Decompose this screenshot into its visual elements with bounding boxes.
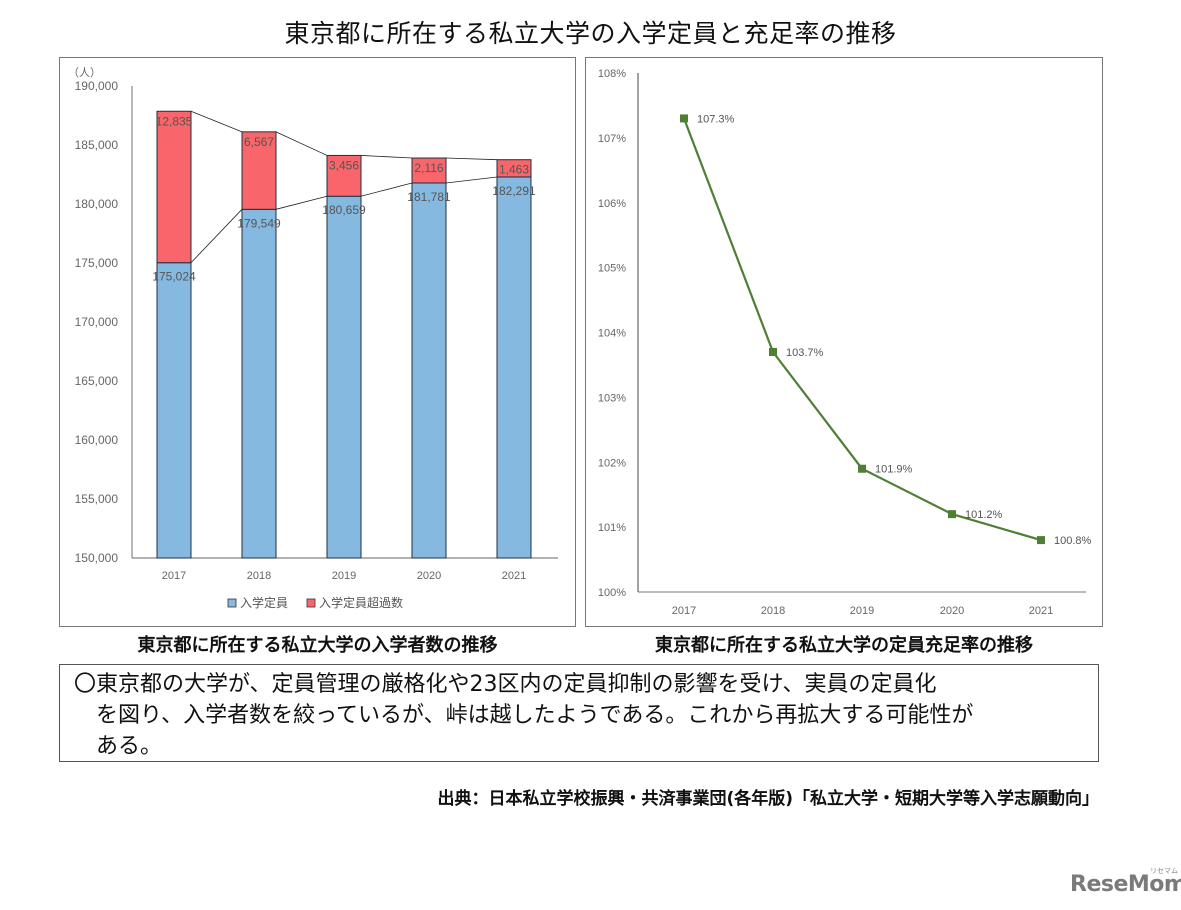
x-tick-label: 2020 <box>940 605 964 617</box>
x-tick-label: 2018 <box>247 570 271 582</box>
data-point-label: 103.7% <box>786 347 824 359</box>
fill-rate-line-chart: 100% 101% 102% 103% 104% 105% 106% 107% 108% 107.… <box>598 68 1092 617</box>
y-tick-label: 100% <box>598 587 626 599</box>
data-point-marker <box>948 510 956 519</box>
series-line-total <box>190 110 243 133</box>
y-tick-label: 180,000 <box>75 197 119 211</box>
y-tick-label: 160,000 <box>75 433 119 447</box>
note-line-2: を図り、入学者数を絞っているが、峠は越したようである。これから再拡大する可能性が <box>96 703 974 728</box>
bar-excess-label: 6,567 <box>244 135 274 149</box>
enrollment-chart-caption: 東京都に所在する私立大学の入学者数の推移 <box>137 635 498 656</box>
y-tick-label: 165,000 <box>75 374 119 388</box>
x-tick-label: 2020 <box>417 570 441 582</box>
bar-excess <box>156 110 192 264</box>
series-line-total <box>275 131 328 156</box>
x-tick-label: 2021 <box>1029 605 1053 617</box>
y-tick-label: 155,000 <box>75 492 119 506</box>
enrollment-bar-chart: （人） 150,000 155,000 160,000 165,000 170,000 17… <box>68 66 558 610</box>
series-line-capacity <box>360 182 413 197</box>
x-tick-label: 2019 <box>332 570 356 582</box>
y-tick-label: 175,000 <box>75 256 119 270</box>
bar-capacity-label: 180,659 <box>322 203 366 217</box>
bar-excess-label: 2,116 <box>414 161 443 175</box>
y-tick-label: 103% <box>598 392 626 404</box>
bar-capacity-label: 182,291 <box>492 184 536 198</box>
fill-rate-chart-panel: 100% 101% 102% 103% 104% 105% 106% 107% 108% 107.… <box>585 57 1103 627</box>
bar-capacity-label: 179,549 <box>237 216 281 230</box>
fill-rate-chart-caption: 東京都に所在する私立大学の定員充足率の推移 <box>655 635 1033 656</box>
x-tick-label: 2017 <box>162 570 186 582</box>
bar-excess <box>241 131 277 210</box>
y-axis-unit-label: （人） <box>68 66 101 79</box>
series-line-total <box>445 157 498 161</box>
data-point-label: 101.2% <box>965 509 1003 521</box>
data-point-label: 107.3% <box>697 113 735 125</box>
legend-label-excess: 入学定員超過数 <box>319 595 403 610</box>
resemom-logo-kana: リセマム <box>1150 867 1178 875</box>
data-point-marker <box>680 114 688 123</box>
bar-capacity <box>411 182 447 559</box>
bar-excess <box>411 157 447 184</box>
series-line-total <box>360 155 413 159</box>
y-tick-label: 106% <box>598 198 626 210</box>
x-tick-label: 2021 <box>502 570 526 582</box>
y-tick-label: 102% <box>598 457 626 469</box>
enrollment-chart-panel: （人） 150,000 155,000 160,000 165,000 170,000 17… <box>59 57 576 627</box>
series-line-capacity <box>445 176 498 184</box>
y-tick-label: 170,000 <box>75 315 119 329</box>
bar-capacity <box>241 208 277 559</box>
bar-capacity <box>326 195 362 559</box>
legend-swatch-capacity <box>227 598 237 608</box>
data-point-marker <box>769 347 777 356</box>
source-citation: 出典：日本私立学校振興・共済事業団(各年版)「私立大学・短期大学等入学志願動向」 <box>437 789 1099 809</box>
series-line-capacity <box>190 209 243 263</box>
bar-capacity <box>496 176 532 559</box>
series-line-capacity <box>275 195 328 210</box>
bar-capacity-label: 175,024 <box>152 270 196 284</box>
page-title: 東京都に所在する私立大学の入学定員と充足率の推移 <box>284 19 897 48</box>
bar-excess-label: 3,456 <box>329 158 359 172</box>
bar-excess-label: 12,835 <box>156 114 193 128</box>
y-tick-label: 108% <box>598 68 626 80</box>
resemom-logo: ReseMom <box>1070 872 1181 897</box>
bar-excess <box>496 159 532 178</box>
y-tick-label: 107% <box>598 133 626 145</box>
data-point-label: 100.8% <box>1054 535 1092 547</box>
y-tick-label: 101% <box>598 522 626 534</box>
y-tick-label: 190,000 <box>75 79 119 93</box>
data-point-marker <box>1037 536 1045 545</box>
note-line-3: ある。 <box>96 734 163 759</box>
data-point-label: 101.9% <box>875 464 913 476</box>
x-tick-label: 2018 <box>761 605 785 617</box>
y-tick-label: 104% <box>598 328 626 340</box>
legend-swatch-excess <box>306 598 316 608</box>
summary-note: 〇東京都の大学が、定員管理の厳格化や23区内の定員抑制の影響を受け、実員の定員化… <box>59 664 1099 762</box>
y-tick-label: 150,000 <box>75 551 119 565</box>
x-tick-label: 2019 <box>850 605 874 617</box>
note-line-1: 〇東京都の大学が、定員管理の厳格化や23区内の定員抑制の影響を受け、実員の定員化 <box>74 672 937 697</box>
bar-excess <box>326 154 362 197</box>
bar-capacity <box>156 262 192 559</box>
data-point-marker <box>858 464 866 473</box>
y-tick-label: 185,000 <box>75 138 119 152</box>
bar-capacity-label: 181,781 <box>407 190 451 204</box>
bar-excess-label: 1,463 <box>499 163 529 177</box>
legend-label-capacity: 入学定員 <box>240 595 288 610</box>
y-tick-label: 105% <box>598 263 626 275</box>
fill-rate-line <box>682 118 1042 542</box>
x-tick-label: 2017 <box>672 605 696 617</box>
